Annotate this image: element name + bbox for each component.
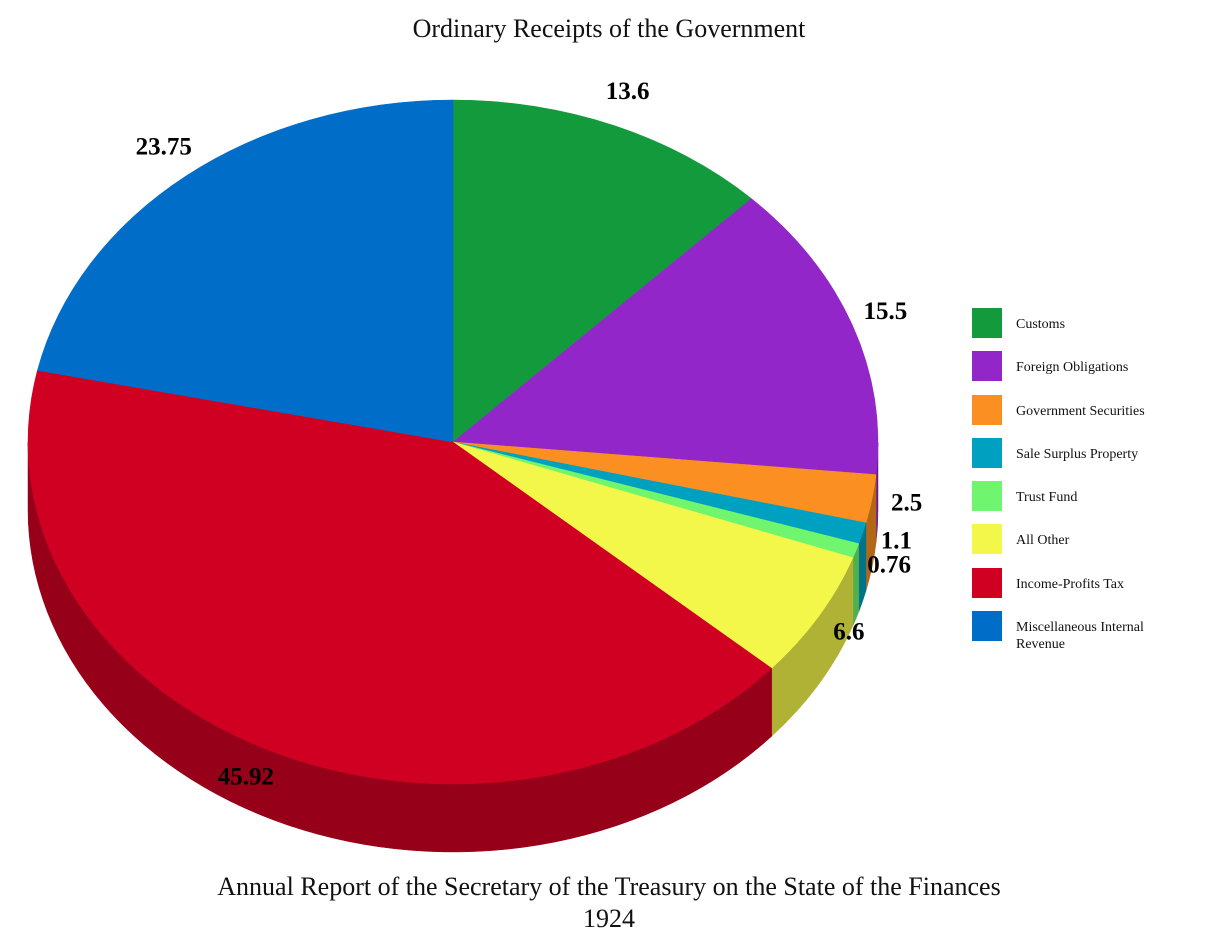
- caption: Annual Report of the Secretary of the Tr…: [217, 872, 1000, 901]
- slice: [452, 198, 879, 475]
- value-label: 0.76: [867, 551, 911, 578]
- legend-item: Sale Surplus Property: [972, 437, 1172, 481]
- pie-tops: [27, 99, 879, 785]
- legend-swatch: [972, 567, 1002, 598]
- legend-label: Income-Profits Tax: [1016, 576, 1125, 592]
- legend-item: All Other: [972, 524, 1172, 567]
- legend-item: Foreign Obligations: [972, 351, 1172, 394]
- slice: [452, 99, 752, 443]
- legend-label: Government Securities: [1016, 403, 1145, 419]
- value-label: 45.92: [218, 763, 274, 790]
- slice: [37, 99, 454, 443]
- legend-swatch: [972, 308, 1002, 338]
- value-label: 15.5: [864, 298, 908, 325]
- legend-label: Miscellaneous Internal Revenue: [1016, 620, 1144, 653]
- slice: [27, 370, 773, 785]
- caption: 1924: [583, 904, 635, 933]
- legend-swatch: [972, 524, 1002, 555]
- value-label: 13.6: [606, 78, 650, 105]
- legend-swatch: [972, 437, 1002, 468]
- slice: [452, 441, 854, 669]
- legend: Customs Foreign Obligations Government Sec…: [972, 308, 1172, 654]
- legend-item: Trust Fund: [972, 481, 1172, 524]
- legend-item: Income-Profits Tax: [972, 567, 1172, 611]
- legend-item: Government Securities: [972, 394, 1172, 438]
- legend-label: All Other: [1016, 533, 1070, 549]
- value-labels: 13.6 15.5 2.5 1.10.76 6.6 45.92 23.75: [136, 78, 923, 790]
- legend-item: Miscellaneous Internal Revenue: [972, 611, 1172, 654]
- legend-label: Customs: [1016, 317, 1066, 332]
- legend-swatch: [972, 481, 1002, 512]
- legend-swatch: [972, 394, 1002, 425]
- legend-item: Customs: [972, 308, 1172, 351]
- chart-title: Ordinary Receipts of the Government: [413, 14, 807, 43]
- legend-swatch: [972, 351, 1002, 382]
- value-label: 23.75: [136, 134, 192, 161]
- value-label: 2.5: [891, 489, 922, 516]
- value-label: 1.1: [881, 527, 912, 554]
- legend-swatch: [972, 611, 1002, 642]
- legend-label: Foreign Obligations: [1016, 360, 1129, 376]
- legend-label: Trust Fund: [1016, 490, 1078, 506]
- legend-label: Sale Surplus Property: [1016, 446, 1139, 462]
- value-label: 6.6: [833, 619, 864, 646]
